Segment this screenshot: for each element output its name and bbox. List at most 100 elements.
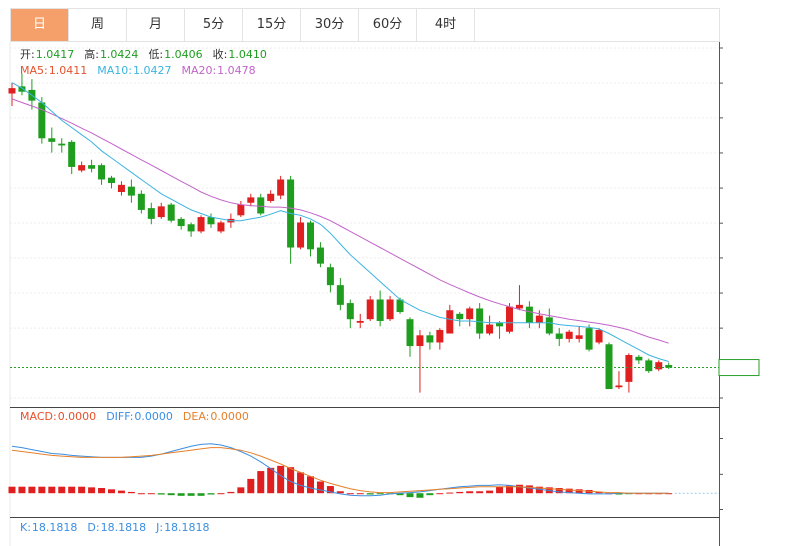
candle-body — [436, 329, 444, 343]
candle — [406, 317, 414, 357]
legend-label: J: — [155, 521, 163, 534]
tab-1[interactable]: 周 — [69, 9, 127, 41]
legend-value: 1.0406 — [164, 48, 203, 61]
candle — [535, 310, 543, 329]
candle — [247, 193, 255, 207]
legend-label: 开: — [20, 48, 35, 61]
macd-bar — [137, 493, 145, 495]
candle-body — [137, 193, 145, 210]
candle — [346, 299, 354, 329]
macd-bar — [326, 486, 334, 494]
macd-bar — [88, 487, 96, 494]
candle — [326, 263, 334, 293]
legend-value: 1.0410 — [228, 48, 267, 61]
candle-body — [665, 365, 673, 368]
legend-label: 收: — [213, 47, 228, 61]
candle-body — [187, 224, 195, 232]
macd-bar — [396, 493, 404, 496]
candle-body — [356, 320, 364, 323]
candle-body — [237, 204, 245, 216]
tab-2[interactable]: 月 — [127, 9, 185, 41]
macd-bar — [18, 486, 26, 494]
candle — [48, 127, 56, 153]
legend-label: MA5: — [20, 64, 48, 77]
macd-bar — [575, 489, 583, 494]
candle — [376, 290, 384, 327]
macd-bar — [615, 493, 623, 495]
tab-7[interactable]: 4时 — [417, 9, 475, 41]
macd-bar — [78, 486, 86, 494]
candle — [167, 202, 175, 223]
macd-bar — [356, 493, 364, 495]
candle-body — [127, 186, 135, 196]
candle-body — [108, 177, 115, 184]
candle — [336, 277, 344, 311]
candle-body — [307, 222, 314, 250]
candle-body — [535, 315, 543, 323]
candle — [307, 220, 314, 257]
legend-label: 低: — [148, 48, 163, 61]
legend-label: K: — [20, 521, 31, 534]
macd-bar — [98, 488, 106, 494]
candle — [486, 315, 494, 336]
candlestick-series — [8, 73, 673, 393]
candle-body — [585, 328, 593, 350]
macd-bar — [555, 488, 563, 494]
candle — [287, 175, 295, 264]
current-price-box — [718, 359, 760, 377]
macd-bar — [297, 472, 305, 494]
candle-body — [117, 184, 125, 193]
candle-body — [277, 179, 285, 196]
candle-body — [386, 299, 394, 320]
macd-bar — [217, 493, 225, 495]
dea-line — [11, 447, 669, 494]
macd-bar — [167, 493, 175, 496]
candle — [466, 306, 474, 327]
candle-body — [316, 247, 324, 264]
candle — [555, 328, 563, 347]
macd-bar — [58, 486, 66, 494]
macd-bar — [38, 486, 46, 494]
tab-5[interactable]: 30分 — [301, 9, 359, 41]
candle-body — [565, 331, 573, 339]
macd-lines — [11, 443, 719, 497]
candle — [575, 326, 583, 343]
candle-body — [207, 217, 215, 225]
grid-lines — [9, 42, 719, 546]
candle-body — [476, 308, 484, 334]
macd-bar — [466, 491, 474, 494]
tab-0[interactable]: 日 — [11, 9, 69, 41]
macd-bar — [237, 487, 245, 494]
candle — [18, 73, 26, 96]
candle — [108, 175, 115, 189]
candle — [605, 342, 613, 390]
macd-bar — [595, 491, 603, 494]
candle — [68, 140, 76, 175]
candle-body — [326, 267, 334, 286]
tab-6[interactable]: 60分 — [359, 9, 417, 41]
candle-body — [645, 360, 653, 372]
tab-4[interactable]: 15分 — [243, 9, 301, 41]
macd-bar — [565, 488, 573, 494]
macd-bar — [187, 493, 195, 496]
macd-bar — [376, 493, 384, 495]
candle-body — [406, 319, 414, 347]
tab-3[interactable]: 5分 — [185, 9, 243, 41]
candle — [127, 179, 135, 203]
candle-body — [595, 329, 603, 343]
candle — [595, 328, 603, 345]
candle-body — [446, 310, 454, 334]
candle-body — [416, 335, 424, 347]
candle — [416, 329, 424, 393]
macd-bar — [416, 493, 424, 498]
candle-body — [506, 306, 513, 332]
candle-body — [297, 222, 305, 248]
macd-bar — [665, 493, 673, 495]
macd-bar — [426, 493, 434, 496]
macd-bar — [515, 484, 523, 494]
candle — [645, 358, 653, 373]
macd-bar — [366, 493, 374, 495]
macd-bar — [525, 485, 533, 494]
